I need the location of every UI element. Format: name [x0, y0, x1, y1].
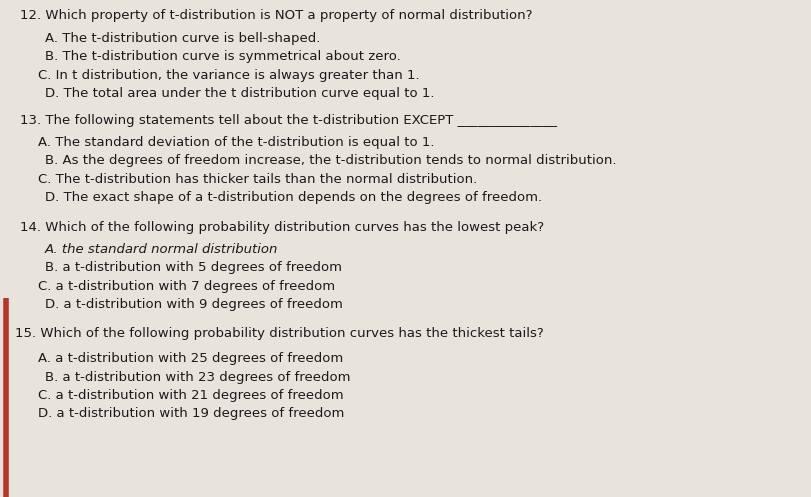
- Text: A. a t-distribution with 25 degrees of freedom: A. a t-distribution with 25 degrees of f…: [38, 352, 343, 365]
- Text: A. The standard deviation of the t-distribution is equal to 1.: A. The standard deviation of the t-distr…: [38, 136, 434, 149]
- Text: 14. Which of the following probability distribution curves has the lowest peak?: 14. Which of the following probability d…: [20, 221, 543, 234]
- Text: C. In t distribution, the variance is always greater than 1.: C. In t distribution, the variance is al…: [38, 69, 419, 82]
- Text: 15. Which of the following probability distribution curves has the thickest tail: 15. Which of the following probability d…: [15, 328, 543, 340]
- Text: A. the standard normal distribution: A. the standard normal distribution: [45, 243, 277, 256]
- Text: B. a t-distribution with 23 degrees of freedom: B. a t-distribution with 23 degrees of f…: [45, 371, 350, 384]
- Text: D. a t-distribution with 19 degrees of freedom: D. a t-distribution with 19 degrees of f…: [38, 408, 344, 420]
- Text: 12. Which property of t-distribution is NOT a property of normal distribution?: 12. Which property of t-distribution is …: [20, 9, 532, 22]
- Text: A. The t-distribution curve is bell-shaped.: A. The t-distribution curve is bell-shap…: [45, 32, 320, 45]
- Text: B. a t-distribution with 5 degrees of freedom: B. a t-distribution with 5 degrees of fr…: [45, 261, 341, 274]
- Text: B. As the degrees of freedom increase, the t-distribution tends to normal distri: B. As the degrees of freedom increase, t…: [45, 155, 616, 167]
- Text: C. The t-distribution has thicker tails than the normal distribution.: C. The t-distribution has thicker tails …: [38, 173, 477, 186]
- Text: D. a t-distribution with 9 degrees of freedom: D. a t-distribution with 9 degrees of fr…: [45, 298, 342, 311]
- Text: D. The exact shape of a t-distribution depends on the degrees of freedom.: D. The exact shape of a t-distribution d…: [45, 191, 541, 204]
- Text: C. a t-distribution with 21 degrees of freedom: C. a t-distribution with 21 degrees of f…: [38, 389, 343, 402]
- Text: C. a t-distribution with 7 degrees of freedom: C. a t-distribution with 7 degrees of fr…: [38, 280, 335, 293]
- Text: 13. The following statements tell about the t-distribution EXCEPT ______________: 13. The following statements tell about …: [20, 114, 556, 127]
- Text: B. The t-distribution curve is symmetrical about zero.: B. The t-distribution curve is symmetric…: [45, 50, 400, 63]
- Text: D. The total area under the t distribution curve equal to 1.: D. The total area under the t distributi…: [45, 87, 434, 100]
